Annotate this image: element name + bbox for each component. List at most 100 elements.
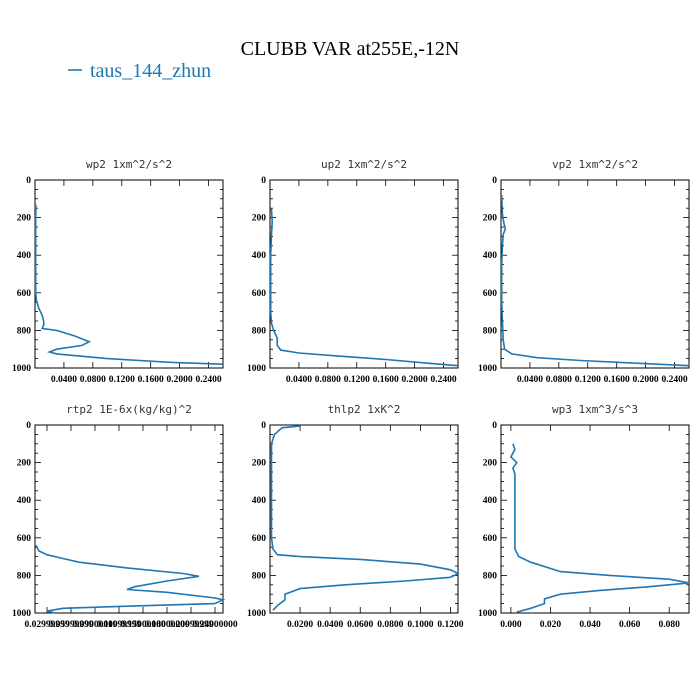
series-line	[34, 204, 224, 365]
y-tick-label: 600	[483, 534, 498, 544]
x-tick-label: 0.15000000	[120, 620, 165, 630]
x-tick-label: 0.000	[500, 620, 522, 630]
series-line	[35, 544, 226, 614]
y-tick-label: 800	[483, 571, 498, 581]
x-tick-label: 0.0800	[377, 620, 403, 630]
x-tick-label: 0.040	[579, 620, 601, 630]
x-tick-label: 0.020	[540, 620, 562, 630]
figure-title: CLUBB VAR at255E,-12N	[241, 38, 460, 60]
panel-5: thlp2 1xK^2 0 200 400 600 800 1000 0.0200 0.0400…	[247, 403, 464, 630]
x-tick-label: 0.0200	[287, 620, 313, 630]
y-tick-label: 600	[252, 289, 267, 299]
panel-title: vp2 1xm^2/s^2	[552, 158, 638, 171]
y-tick-label: 800	[483, 326, 498, 336]
y-tick-label: 200	[17, 459, 32, 469]
y-tick-label: 1000	[12, 364, 31, 374]
y-tick-label: 0	[492, 421, 497, 431]
plot-frame	[500, 179, 690, 369]
x-tick-label: 0.0600	[347, 620, 373, 630]
x-tick-label: 0.0400	[51, 375, 77, 385]
panel-2: up2 1xm^2/s^2 0 200 400 600 800 1000 0.0400 0.08…	[247, 158, 459, 385]
y-tick-label: 400	[17, 251, 32, 261]
panel-title: rtp2 1E-6x(kg/kg)^2	[66, 403, 192, 416]
x-tick-label: 0.0400	[517, 375, 543, 385]
series-line	[270, 425, 460, 611]
y-tick-label: 400	[483, 251, 498, 261]
x-tick-label: 0.1200	[437, 620, 463, 630]
y-tick-label: 800	[17, 326, 32, 336]
panel-title: wp3 1xm^3/s^3	[552, 403, 638, 416]
series-line	[509, 443, 690, 613]
panel-4: rtp2 1E-6x(kg/kg)^2 0 200 400 600 800 10000.02…	[12, 403, 238, 630]
y-tick-label: 1000	[247, 364, 266, 374]
y-tick-label: 400	[17, 496, 32, 506]
x-tick-label: 0.0800	[80, 375, 106, 385]
y-tick-label: 200	[252, 459, 267, 469]
x-tick-label: 0.080	[659, 620, 681, 630]
plot-frame	[500, 424, 690, 614]
x-tick-label: 0.20999999	[168, 620, 213, 630]
y-tick-label: 200	[483, 459, 498, 469]
x-tick-label: 0.0400	[286, 375, 312, 385]
y-tick-label: 200	[483, 214, 498, 224]
y-tick-label: 600	[483, 289, 498, 299]
x-tick-label: 0.2000	[402, 375, 428, 385]
x-tick-label: 0.2000	[167, 375, 193, 385]
x-tick-label: 0.02999999	[24, 620, 69, 630]
panel-title: thlp2 1xK^2	[328, 403, 401, 416]
y-tick-label: 0	[26, 176, 31, 186]
y-tick-label: 1000	[478, 364, 497, 374]
plot-frame	[34, 424, 224, 614]
legend-label: taus_144_zhun	[90, 60, 211, 82]
panel-title: wp2 1xm^2/s^2	[86, 158, 172, 171]
x-tick-label: 0.05999999	[48, 620, 93, 630]
plot-frame	[34, 179, 224, 369]
x-tick-label: 0.0800	[546, 375, 572, 385]
y-tick-label: 1000	[478, 609, 497, 619]
x-tick-label: 0.24000000	[192, 620, 237, 630]
plot-frame	[269, 179, 459, 369]
x-tick-label: 0.18000000	[144, 620, 189, 630]
panel-3: vp2 1xm^2/s^2 0 200 400 600 800 1000 0.0400 0.08…	[478, 158, 690, 385]
x-tick-label: 0.1600	[604, 375, 630, 385]
series-line	[269, 208, 459, 367]
y-tick-label: 400	[252, 496, 267, 506]
x-tick-label: 0.1000	[407, 620, 433, 630]
y-tick-label: 800	[17, 571, 32, 581]
x-tick-label: 0.0400	[317, 620, 343, 630]
x-tick-label: 0.2400	[430, 375, 456, 385]
series-line	[500, 194, 690, 367]
x-tick-label: 0.1600	[138, 375, 164, 385]
x-tick-label: 0.1200	[575, 375, 601, 385]
x-tick-label: 0.09000000	[72, 620, 117, 630]
y-tick-label: 0	[261, 421, 266, 431]
y-tick-label: 600	[252, 534, 267, 544]
y-tick-label: 0	[261, 176, 266, 186]
panel-title: up2 1xm^2/s^2	[321, 158, 407, 171]
y-tick-label: 400	[483, 496, 498, 506]
y-tick-label: 0	[492, 176, 497, 186]
y-tick-label: 200	[252, 214, 267, 224]
plot-frame	[269, 424, 459, 614]
x-tick-label: 0.0800	[315, 375, 341, 385]
y-tick-label: 1000	[247, 609, 266, 619]
y-tick-label: 600	[17, 534, 32, 544]
y-tick-label: 200	[17, 214, 32, 224]
x-tick-label: 0.1200	[344, 375, 370, 385]
x-tick-label: 0.2400	[195, 375, 221, 385]
x-tick-label: 0.11999999	[97, 620, 142, 630]
y-tick-label: 1000	[12, 609, 31, 619]
y-tick-label: 600	[17, 289, 32, 299]
panel-1: wp2 1xm^2/s^2 0 200 400 600 800 1000 0.0400 0.08…	[12, 158, 224, 385]
x-tick-label: 0.1200	[109, 375, 135, 385]
x-tick-label: 0.060	[619, 620, 641, 630]
x-tick-label: 0.2000	[633, 375, 659, 385]
x-tick-label: 0.2400	[661, 375, 687, 385]
y-tick-label: 800	[252, 571, 267, 581]
y-tick-label: 0	[26, 421, 31, 431]
y-tick-label: 400	[252, 251, 267, 261]
x-tick-label: 0.1600	[373, 375, 399, 385]
